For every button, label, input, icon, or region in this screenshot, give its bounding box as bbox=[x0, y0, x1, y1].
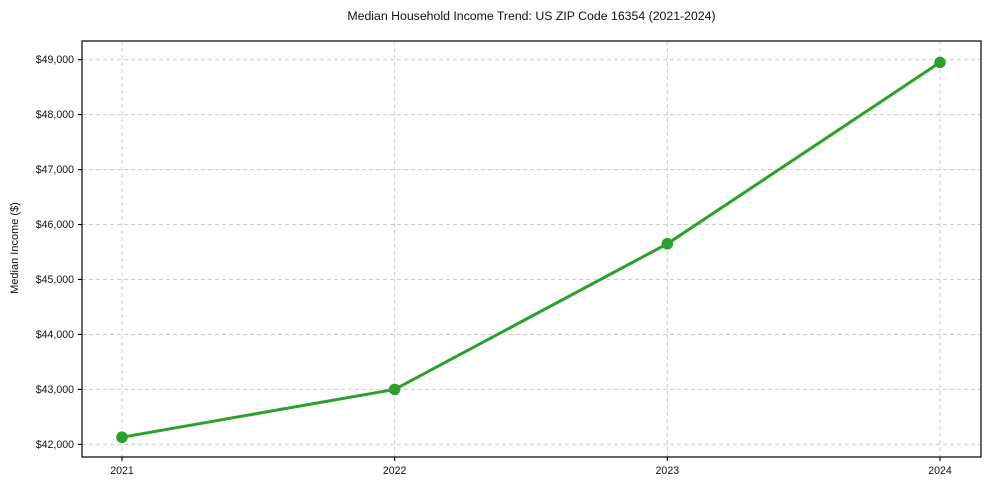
income-trend-line bbox=[120, 60, 942, 439]
y-tick-label: $45,000 bbox=[36, 274, 74, 286]
data-point-marker-2022 bbox=[388, 383, 401, 396]
y-tick-label: $48,000 bbox=[36, 109, 74, 121]
gridlines bbox=[82, 41, 981, 457]
plot-frame bbox=[81, 40, 982, 458]
data-point-marker-2021 bbox=[116, 431, 128, 444]
chart-title: Median Household Income Trend: US ZIP Co… bbox=[347, 9, 716, 23]
y-tick-label: $46,000 bbox=[36, 219, 74, 231]
y-tick-label: $44,000 bbox=[36, 329, 74, 341]
y-tick-label: $47,000 bbox=[36, 164, 74, 176]
axis-tick-marks bbox=[78, 59, 941, 461]
x-tick-label: 2021 bbox=[110, 465, 134, 477]
x-tick-label: 2024 bbox=[928, 465, 952, 477]
data-point-marker-2023 bbox=[661, 237, 674, 250]
y-tick-label: $43,000 bbox=[36, 384, 74, 396]
x-tick-label: 2022 bbox=[383, 465, 407, 477]
y-tick-label: $42,000 bbox=[36, 439, 74, 451]
x-tick-label: 2023 bbox=[656, 465, 680, 477]
data-point-marker-2024 bbox=[934, 56, 946, 69]
y-tick-label: $49,000 bbox=[36, 54, 74, 66]
